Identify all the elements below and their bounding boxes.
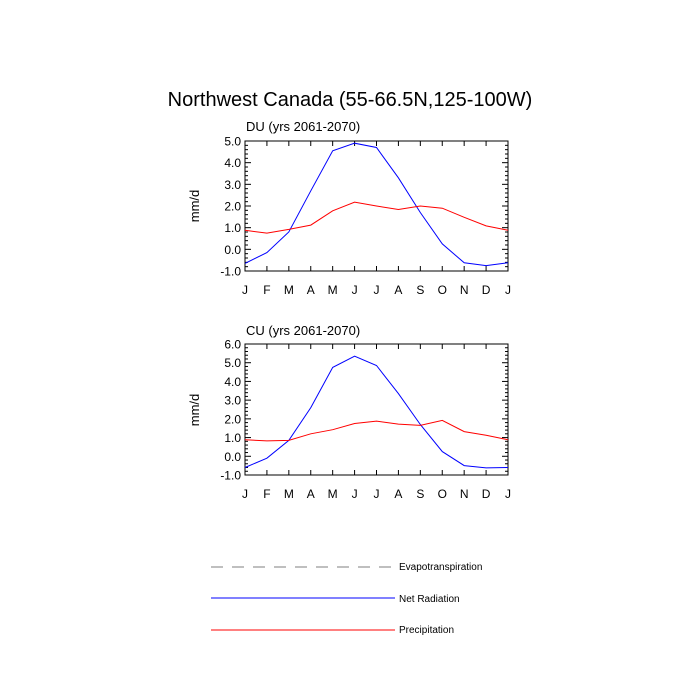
y-tick-label: 0.0	[224, 243, 241, 257]
series-precipitation	[244, 201, 509, 234]
axis-ticks	[244, 343, 509, 476]
x-tick-label: M	[328, 283, 338, 297]
y-tick-label: 5.0	[224, 356, 241, 370]
y-tick-label: 6.0	[224, 338, 241, 352]
y-tick-label: 2.0	[224, 200, 241, 214]
y-tick-label: 0.0	[224, 450, 241, 464]
x-tick-label: S	[416, 487, 424, 501]
figure-title: Northwest Canada (55-66.5N,125-100W)	[168, 89, 533, 111]
series-lines	[244, 355, 509, 469]
x-tick-label: J	[374, 487, 380, 501]
y-tick-label: 2.0	[224, 412, 241, 426]
x-tick-label: A	[307, 283, 315, 297]
legend-label: Evapotranspiration	[399, 562, 482, 573]
x-tick-label: J	[352, 283, 358, 297]
legend-item-evapotranspiration: Evapotranspiration	[211, 562, 482, 573]
x-tick-label: N	[460, 487, 469, 501]
legend-label: Precipitation	[399, 625, 454, 636]
y-tick-label: 3.0	[224, 394, 241, 408]
x-tick-label: M	[328, 487, 338, 501]
legend-item-net-radiation: Net Radiation	[211, 594, 460, 605]
legend-label: Net Radiation	[399, 594, 460, 605]
x-tick-label: M	[284, 487, 294, 501]
y-axis-label: mm/d	[187, 190, 202, 223]
x-tick-label: J	[352, 487, 358, 501]
panel-cu: CU (yrs 2061-2070) mm/d -1.0 0.0 1.0 2.0 3.0…	[187, 323, 511, 501]
x-tick-label: J	[505, 283, 511, 297]
x-tick-label: O	[438, 487, 447, 501]
x-tick-label: J	[242, 487, 248, 501]
x-tick-label: J	[374, 283, 380, 297]
series-net-radiation	[244, 355, 509, 469]
legend: Evapotranspiration Net Radiation Precipi…	[211, 562, 482, 636]
series-net-radiation	[244, 142, 509, 267]
x-tick-label: A	[394, 487, 402, 501]
x-tick-label: J	[505, 487, 511, 501]
x-tick-label: F	[263, 487, 270, 501]
x-tick-label: J	[242, 283, 248, 297]
panel-title: DU (yrs 2061-2070)	[246, 119, 360, 134]
panel-title: CU (yrs 2061-2070)	[246, 323, 360, 338]
x-tick-label: O	[438, 283, 447, 297]
x-tick-label: D	[482, 487, 491, 501]
axis-ticks	[244, 140, 509, 272]
y-tick-label: 1.0	[224, 221, 241, 235]
series-precipitation	[244, 419, 509, 442]
x-tick-label: N	[460, 283, 469, 297]
x-tick-label: A	[394, 283, 402, 297]
panel-du: DU (yrs 2061-2070) mm/d -1.0 0.0 1.0 2.0 3.0…	[187, 119, 511, 297]
y-tick-label: -1.0	[220, 469, 241, 483]
y-tick-labels: -1.0 0.0 1.0 2.0 3.0 4.0 5.0 6.0	[220, 338, 241, 483]
y-tick-label: 5.0	[224, 135, 241, 149]
series-lines	[244, 142, 509, 267]
x-tick-label: S	[416, 283, 424, 297]
y-tick-labels: -1.0 0.0 1.0 2.0 3.0 4.0 5.0	[220, 135, 241, 279]
y-tick-label: 1.0	[224, 431, 241, 445]
y-tick-label: -1.0	[220, 265, 241, 279]
x-tick-label: F	[263, 283, 270, 297]
x-tick-label: M	[284, 283, 294, 297]
y-axis-label: mm/d	[187, 394, 202, 427]
y-tick-label: 3.0	[224, 178, 241, 192]
y-tick-label: 4.0	[224, 375, 241, 389]
x-tick-label: D	[482, 283, 491, 297]
y-tick-label: 4.0	[224, 156, 241, 170]
legend-item-precipitation: Precipitation	[211, 625, 454, 636]
x-tick-label: A	[307, 487, 315, 501]
plot-frame	[244, 343, 509, 476]
